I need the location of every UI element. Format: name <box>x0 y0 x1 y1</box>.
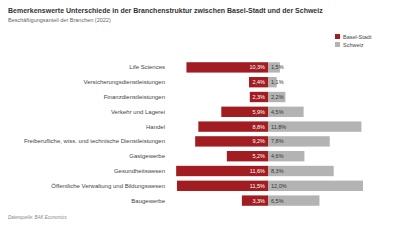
data-label: 10,3% <box>249 64 265 70</box>
category-tick: Freiberufliche, wiss. und technische Die… <box>24 138 165 144</box>
category-label: Baugewerbe <box>131 198 165 204</box>
category-label: Life Sciences <box>129 64 165 70</box>
bar <box>195 136 268 146</box>
category-label: Handel <box>146 124 165 130</box>
bar <box>176 166 268 176</box>
data-label: 8,8% <box>252 124 265 130</box>
bar <box>268 151 304 161</box>
bar <box>198 121 268 131</box>
data-label: 7,8% <box>271 138 284 144</box>
data-label: 5,2% <box>252 153 265 159</box>
bars <box>176 62 363 206</box>
legend-label: Schweiz <box>343 42 364 48</box>
category-label: Finanzdienstleistungen <box>104 94 165 100</box>
category-label: Freiberufliche, wiss. und technische Die… <box>24 138 165 144</box>
bar <box>268 166 334 176</box>
legend-item: Schweiz <box>335 42 364 48</box>
data-label: 8,3% <box>271 168 284 174</box>
category-tick: Versicherungsdienstleistungen <box>84 79 165 85</box>
category-tick: Life Sciences <box>129 64 165 70</box>
bar <box>268 195 319 205</box>
category-label: Gastgewerbe <box>129 153 165 159</box>
subtitle: Beschäftigungsanteil der Branchen (2022) <box>8 17 111 23</box>
data-label: 1,5% <box>271 64 284 70</box>
data-labels: 10,3% 2,4% 2,3% 5,9% 8,8% 9,2% 5,2% 11,6% 11,5% 3… <box>249 64 286 203</box>
bar <box>242 195 268 205</box>
title: Bemerkenswerte Unterschiede in der Branc… <box>8 7 323 14</box>
legend-label: Basel-Stadt <box>343 34 372 40</box>
bar <box>268 121 361 131</box>
data-label: 11,6% <box>250 168 265 174</box>
data-label: 4,6% <box>271 153 284 159</box>
bar <box>249 77 268 87</box>
category-label: Gesundheitswesen <box>114 168 165 174</box>
data-label: 11,8% <box>271 124 286 130</box>
chart-container: Bemerkenswerte Unterschiede in der Branc… <box>0 0 400 225</box>
category-tick: Verkehr und Lagerei <box>111 109 165 115</box>
source: Datenquelle: BAK Economics <box>8 215 68 220</box>
data-label: 9,2% <box>252 138 265 144</box>
category-label: Verkehr und Lagerei <box>111 109 165 115</box>
category-axis: Life Sciences Versicherungsdienstleistung… <box>24 64 166 203</box>
category-label: Versicherungsdienstleistungen <box>84 79 165 85</box>
bar <box>227 151 268 161</box>
legend-swatch <box>335 34 340 39</box>
category-tick: Finanzdienstleistungen <box>104 94 165 100</box>
chart-svg: Bemerkenswerte Unterschiede in der Branc… <box>0 0 400 225</box>
data-label: 12,0% <box>271 183 287 189</box>
category-tick: Handel <box>146 124 165 130</box>
legend-item: Basel-Stadt <box>335 34 372 40</box>
bar <box>221 107 268 117</box>
data-label: 11,5% <box>250 183 265 189</box>
data-label: 2,4% <box>252 79 265 85</box>
data-label: 1,1% <box>271 79 284 85</box>
data-label: 2,2% <box>271 94 284 100</box>
bar <box>177 181 268 191</box>
data-label: 5,9% <box>252 109 265 115</box>
category-tick: Öffentliche Verwaltung und Bildungswesen <box>51 183 165 189</box>
data-label: 3,3% <box>252 198 265 204</box>
bar <box>268 107 304 117</box>
category-tick: Gesundheitswesen <box>114 168 165 174</box>
category-tick: Gastgewerbe <box>129 153 165 159</box>
bar <box>268 136 330 146</box>
category-tick: Baugewerbe <box>131 198 165 204</box>
bar <box>186 62 268 72</box>
bar <box>268 181 363 191</box>
legend: Basel-Stadt Schweiz <box>335 34 372 48</box>
data-label: 6,5% <box>271 198 284 204</box>
data-label: 2,3% <box>252 94 265 100</box>
data-label: 4,5% <box>271 109 284 115</box>
bar <box>250 92 268 102</box>
bar <box>268 92 285 102</box>
legend-swatch <box>335 42 340 47</box>
category-label: Öffentliche Verwaltung und Bildungswesen <box>51 183 165 189</box>
